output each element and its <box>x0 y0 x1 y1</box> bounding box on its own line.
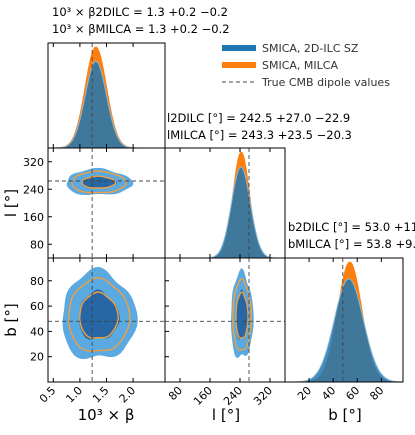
annotation-beta-milca: 10³ × βMILCA = 1.3 +0.2 −0.2 <box>52 22 230 36</box>
hist-b-2dilc <box>285 278 403 382</box>
xtick-label-beta: 0.5 <box>37 384 59 406</box>
xlabel-beta: 10³ × β <box>78 406 135 424</box>
contour-inner-2dilc-b_vs_l <box>235 289 249 340</box>
xtick-label-b: 40 <box>319 384 338 403</box>
ytick-label-l: 160 <box>23 211 44 224</box>
ytick-label-b: 40 <box>30 325 44 338</box>
xtick-label-beta: 1.0 <box>63 384 85 406</box>
legend-label-0: SMICA, 2D-ILC SZ <box>262 42 359 55</box>
xtick-label-beta: 1.5 <box>90 384 112 406</box>
xtick-label-b: 80 <box>367 384 386 403</box>
legend-label-2: True CMB dipole values <box>261 76 390 89</box>
contour-outer-milca-b_vs_l <box>232 278 253 351</box>
legend-label-1: SMICA, MILCA <box>262 59 338 72</box>
ytick-label-l: 320 <box>23 156 44 169</box>
ylabel-l: l [°] <box>2 189 20 217</box>
xlabel-b: b [°] <box>328 406 362 424</box>
xtick-label-l: 240 <box>221 384 245 408</box>
contour-inner-milca-l_vs_beta <box>81 175 117 189</box>
xtick-label-l: 80 <box>166 384 185 403</box>
xtick-label-b: 20 <box>295 384 314 403</box>
contour-outer-milca-b_vs_beta <box>67 277 131 352</box>
panel-frame-1-0 <box>47 147 166 259</box>
contour-inner-2dilc-b_vs_beta <box>79 289 120 340</box>
xtick-label-b: 60 <box>343 384 362 403</box>
annotation-b-2dilc: b2DILC [°] = 53.0 +11.8 −12.3 <box>288 220 415 234</box>
xlabel-l: l [°] <box>212 406 240 424</box>
panel-frame-2-2 <box>284 257 404 383</box>
ytick-label-b: 80 <box>30 275 44 288</box>
ytick-label-b: 60 <box>30 300 44 313</box>
xtick-label-beta: 2.0 <box>117 384 139 406</box>
xtick-label-l: 160 <box>191 384 215 408</box>
panel-frame-2-1 <box>164 257 286 383</box>
contour-inner-2dilc-l_vs_beta <box>81 175 118 189</box>
contour-inner-milca-b_vs_beta <box>79 291 119 339</box>
hist-l-2dilc <box>165 166 285 258</box>
annotation-l-2dilc: l2DILC [°] = 242.5 +27.0 −22.9 <box>167 111 350 125</box>
hist-beta-2dilc <box>48 60 165 148</box>
ytick-label-l: 80 <box>30 238 44 251</box>
annotation-b-milca: bMILCA [°] = 53.8 +9.9 −10.2 <box>288 237 415 251</box>
ytick-label-b: 20 <box>30 351 44 364</box>
annotation-l-milca: lMILCA [°] = 243.3 +23.5 −20.3 <box>167 128 352 142</box>
xtick-label-l: 320 <box>251 384 275 408</box>
ylabel-b: b [°] <box>2 303 20 337</box>
annotation-beta-2dilc: 10³ × β2DILC = 1.3 +0.2 −0.2 <box>52 5 228 19</box>
contour-inner-milca-b_vs_l <box>235 291 249 339</box>
ytick-label-l: 240 <box>23 183 44 196</box>
contour-outer-milca-l_vs_beta <box>71 170 127 194</box>
